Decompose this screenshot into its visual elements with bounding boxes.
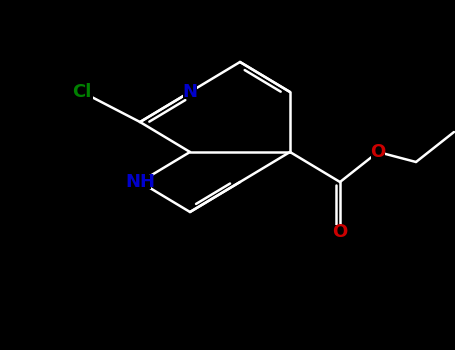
Text: Cl: Cl [72,83,92,101]
FancyBboxPatch shape [71,85,93,99]
FancyBboxPatch shape [371,145,385,159]
FancyBboxPatch shape [129,175,151,189]
FancyBboxPatch shape [333,225,347,239]
Text: N: N [182,83,197,101]
Text: O: O [332,223,348,241]
FancyBboxPatch shape [183,85,197,99]
Text: O: O [370,143,386,161]
Text: NH: NH [125,173,155,191]
